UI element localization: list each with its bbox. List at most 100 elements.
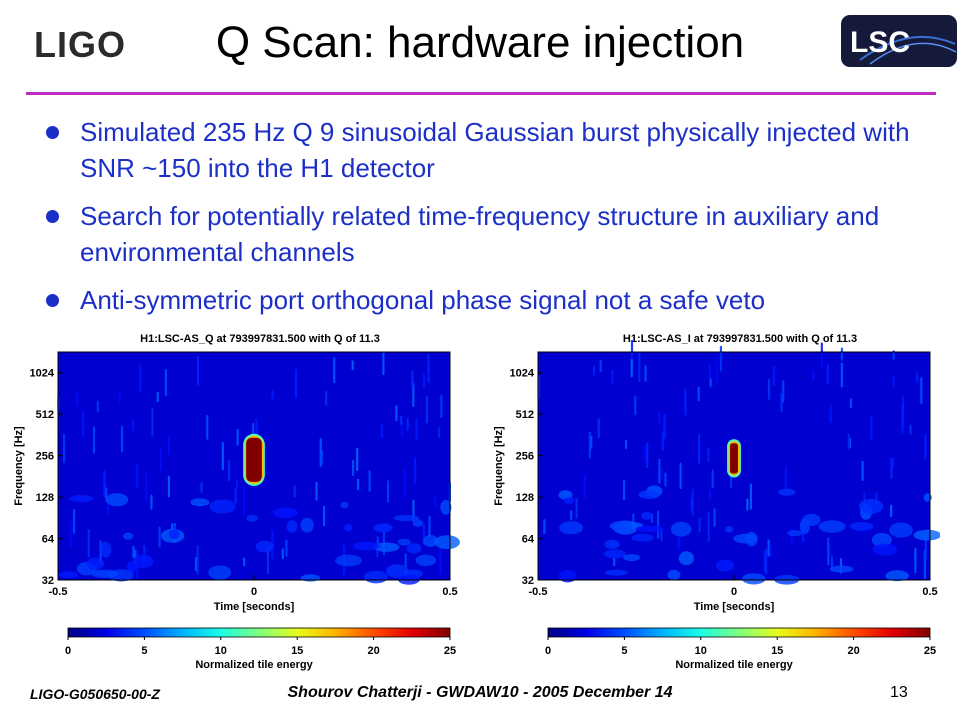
noise-streak	[320, 450, 324, 464]
noise-blob	[885, 570, 909, 582]
x-tick-label: 0	[251, 586, 257, 598]
y-tick-label: 64	[42, 534, 55, 546]
noise-streak	[697, 433, 701, 464]
noise-streak	[428, 515, 431, 538]
noise-blob	[397, 538, 411, 546]
noise-streak	[829, 404, 832, 423]
colorbar-tick-label: 0	[65, 645, 71, 657]
noise-streak	[782, 380, 785, 403]
y-tick-label: 64	[522, 534, 535, 546]
colorbar-tick-label: 15	[291, 645, 303, 657]
noise-streak	[657, 510, 660, 539]
noise-streak	[684, 388, 687, 416]
noise-streak	[820, 342, 823, 369]
noise-streaks	[537, 339, 940, 585]
noise-streak	[351, 360, 354, 371]
noise-streak	[840, 362, 843, 388]
noise-streak	[749, 483, 753, 510]
noise-streak	[916, 371, 919, 383]
noise-blob	[871, 532, 892, 548]
noise-streak	[400, 421, 403, 438]
noise-streak	[156, 391, 159, 402]
noise-blob	[393, 514, 420, 522]
noise-streak	[236, 428, 239, 446]
noise-streak	[227, 459, 231, 482]
noise-blob	[353, 541, 380, 551]
noise-streak	[920, 377, 923, 405]
noise-streak	[281, 548, 284, 560]
noise-streak	[709, 490, 712, 501]
noise-streak	[638, 352, 641, 383]
injection-cluster	[730, 443, 738, 474]
noise-streak	[415, 417, 418, 441]
noise-streak	[765, 548, 768, 575]
noise-blob	[667, 569, 681, 580]
noise-streak	[422, 373, 425, 389]
colorbar-tick-label: 0	[545, 645, 551, 657]
noise-streak	[592, 365, 596, 376]
noise-streak	[92, 426, 96, 454]
noise-blob	[558, 570, 577, 583]
noise-streak	[711, 469, 714, 489]
noise-streak	[69, 518, 73, 548]
title-rule	[26, 92, 936, 95]
noise-streak	[150, 494, 153, 510]
noise-blob	[733, 533, 758, 544]
noise-streak	[243, 486, 246, 516]
noise-blob	[168, 529, 180, 540]
noise-streak	[870, 415, 873, 441]
noise-blob	[406, 543, 422, 554]
noise-blob	[300, 574, 321, 582]
noise-streak	[767, 539, 770, 557]
noise-streak	[106, 503, 110, 516]
noise-streak	[255, 418, 258, 435]
noise-blob	[787, 530, 803, 537]
noise-blob	[802, 513, 821, 526]
noise-streak	[356, 478, 360, 491]
noise-blob	[818, 520, 846, 533]
page-number: 13	[890, 684, 908, 701]
noise-streak	[315, 481, 318, 501]
bullet-item: Simulated 235 Hz Q 9 sinusoidal Gaussian…	[42, 114, 942, 186]
noise-streak	[145, 471, 148, 502]
noise-streak	[221, 441, 224, 471]
bullet-dot-icon	[46, 210, 59, 223]
colorbar-tick-label: 10	[215, 645, 227, 657]
noise-blob	[122, 532, 134, 540]
noise-blob	[246, 514, 259, 522]
noise-streak	[285, 539, 288, 557]
noise-blob	[725, 526, 734, 533]
noise-blob	[58, 571, 79, 579]
bullet-list: Simulated 235 Hz Q 9 sinusoidal Gaussian…	[42, 114, 942, 330]
noise-blob	[286, 520, 298, 533]
noise-blob	[412, 519, 424, 527]
noise-streak	[597, 418, 600, 439]
noise-streak	[380, 423, 384, 438]
noise-blob	[559, 521, 584, 535]
colorbar-tick-label: 5	[621, 645, 627, 657]
noise-blob	[105, 493, 129, 507]
plot-title: H1:LSC-AS_I at 793997831.500 with Q of 1…	[623, 333, 857, 345]
noise-blob	[923, 493, 932, 502]
noise-blob	[849, 521, 874, 531]
noise-streak	[414, 457, 417, 484]
noise-streak	[827, 546, 831, 557]
noise-blob	[363, 570, 389, 584]
x-axis-label: Time [seconds]	[694, 601, 775, 613]
noise-streak	[425, 395, 429, 424]
noise-blob	[340, 501, 349, 509]
noise-blob	[440, 500, 452, 515]
noise-streak	[235, 480, 239, 489]
noise-streak	[243, 557, 246, 566]
noise-blob	[638, 490, 661, 500]
noise-streak	[698, 517, 701, 533]
noise-blob	[872, 543, 898, 556]
noise-streak	[136, 462, 139, 488]
noise-streak	[784, 467, 787, 489]
noise-streak	[439, 547, 442, 575]
noise-streak	[914, 547, 917, 574]
noise-blob	[132, 554, 154, 569]
noise-streak	[62, 434, 66, 464]
noise-streak	[103, 470, 106, 498]
noise-streak	[826, 364, 829, 385]
